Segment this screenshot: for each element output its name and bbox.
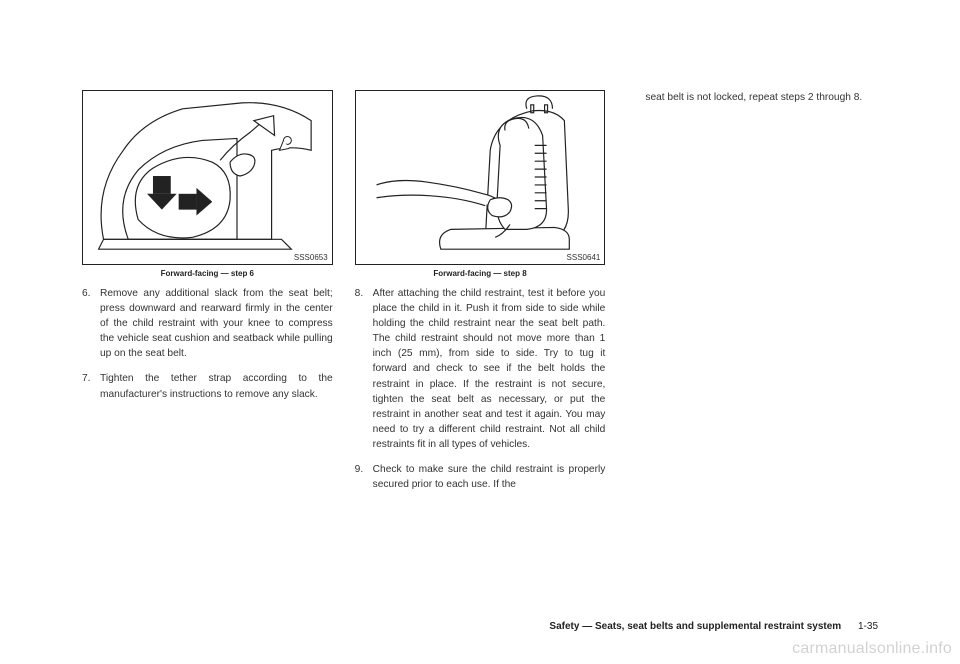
instruction-list-col1: 6. Remove any additional slack from the … — [82, 286, 333, 412]
illustration-step-6 — [83, 91, 332, 264]
figure-caption: Forward-facing — step 8 — [355, 269, 606, 278]
figure-id-label: SSS0653 — [294, 253, 328, 262]
column-1: SSS0653 Forward-facing — step 6 6. Remov… — [82, 90, 333, 590]
manual-page: SSS0653 Forward-facing — step 6 6. Remov… — [0, 0, 960, 664]
column-2: SSS0641 Forward-facing — step 8 8. After… — [355, 90, 606, 590]
list-item: 8. After attaching the child restraint, … — [355, 286, 606, 452]
list-text: Check to make sure the child restraint i… — [373, 462, 606, 492]
list-item: 9. Check to make sure the child restrain… — [355, 462, 606, 492]
figure-step-8: SSS0641 — [355, 90, 606, 265]
figure-caption: Forward-facing — step 6 — [82, 269, 333, 278]
figure-step-6: SSS0653 — [82, 90, 333, 265]
continuation-text: seat belt is not locked, repeat steps 2 … — [627, 90, 878, 105]
list-text: After attaching the child restraint, tes… — [373, 286, 606, 452]
column-3: seat belt is not locked, repeat steps 2 … — [627, 90, 878, 590]
footer-page-number: 1-35 — [858, 621, 878, 632]
list-text: Remove any additional slack from the sea… — [100, 286, 333, 361]
footer-section: Safety — Seats, seat belts and supplemen… — [549, 621, 841, 632]
list-number: 9. — [355, 462, 373, 492]
list-number: 8. — [355, 286, 373, 452]
watermark: carmanualsonline.info — [792, 640, 952, 658]
columns-wrapper: SSS0653 Forward-facing — step 6 6. Remov… — [82, 90, 878, 590]
list-item: 7. Tighten the tether strap according to… — [82, 371, 333, 401]
list-number: 6. — [82, 286, 100, 361]
illustration-step-8 — [356, 91, 605, 264]
figure-id-label: SSS0641 — [567, 253, 601, 262]
page-footer: Safety — Seats, seat belts and supplemen… — [549, 621, 878, 632]
list-number: 7. — [82, 371, 100, 401]
instruction-list-col2: 8. After attaching the child restraint, … — [355, 286, 606, 502]
list-item: 6. Remove any additional slack from the … — [82, 286, 333, 361]
list-text: Tighten the tether strap according to th… — [100, 371, 333, 401]
